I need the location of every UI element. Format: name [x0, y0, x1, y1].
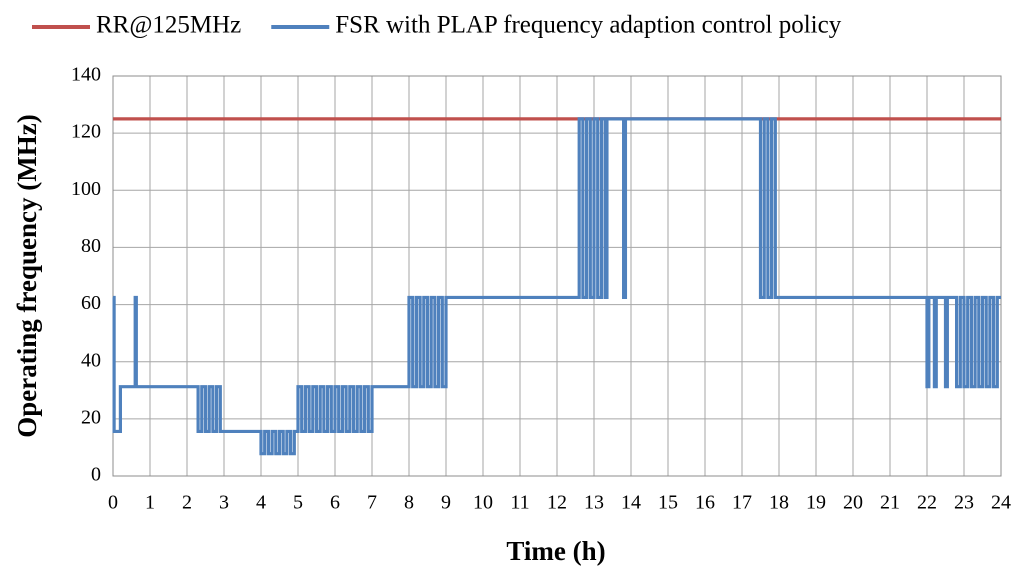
x-tick-label: 12	[547, 492, 567, 514]
x-tick-label: 21	[880, 492, 900, 514]
x-tick-label: 18	[769, 492, 789, 514]
y-tick-label: 0	[91, 464, 101, 486]
legend-label: RR@125MHz	[96, 12, 241, 39]
legend-label: FSR with PLAP frequency adaption control…	[335, 12, 841, 39]
y-tick-label: 140	[71, 64, 101, 86]
series-line	[112, 117, 1001, 456]
x-tick-label: 13	[584, 492, 604, 514]
x-tick-label: 20	[843, 492, 863, 514]
x-tick-label: 16	[695, 492, 715, 514]
x-axis-title: Time (h)	[506, 536, 605, 566]
x-tick-label: 17	[732, 492, 752, 514]
y-axis-title: Operating frequency (MHz)	[12, 114, 42, 437]
x-tick-label: 0	[108, 492, 118, 514]
y-tick-label: 40	[81, 349, 101, 371]
x-tick-label: 9	[441, 492, 451, 514]
y-tick-label: 60	[81, 292, 101, 314]
x-tick-label: 6	[330, 492, 340, 514]
x-tick-label: 23	[954, 492, 974, 514]
x-tick-label: 10	[473, 492, 493, 514]
x-tick-label: 7	[367, 492, 377, 514]
y-tick-label: 20	[81, 406, 101, 428]
y-tick-label: 100	[71, 178, 101, 200]
x-tick-label: 3	[219, 492, 229, 514]
x-tick-label: 5	[293, 492, 303, 514]
x-tick-label: 24	[991, 492, 1011, 514]
x-tick-label: 8	[404, 492, 414, 514]
x-tick-label: 4	[256, 492, 266, 514]
y-tick-label: 80	[81, 235, 101, 257]
x-tick-label: 11	[510, 492, 529, 514]
y-tick-label: 120	[71, 121, 101, 143]
plot-border	[112, 75, 1002, 477]
x-tick-label: 1	[145, 492, 155, 514]
x-tick-label: 14	[621, 492, 641, 514]
x-tick-label: 15	[658, 492, 678, 514]
x-tick-label: 2	[182, 492, 192, 514]
x-tick-label: 19	[806, 492, 826, 514]
x-tick-label: 22	[917, 492, 937, 514]
